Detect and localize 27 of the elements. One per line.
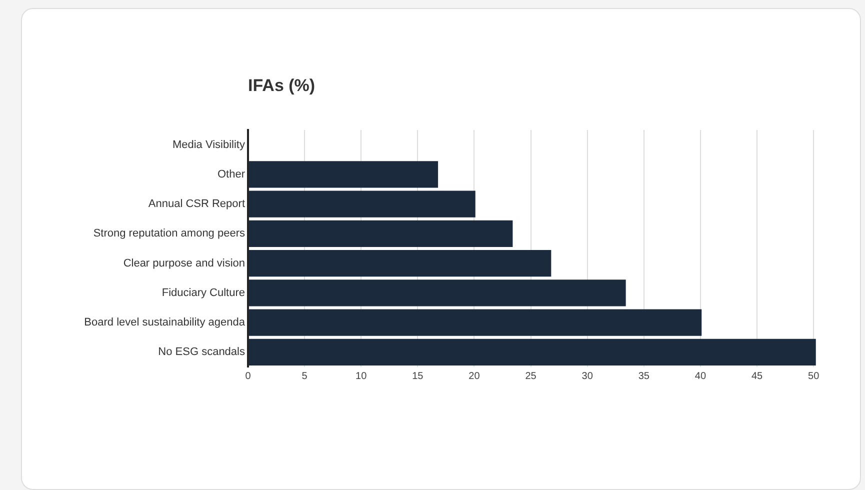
x-tick-label: 30 [582,370,594,382]
y-tick-label: Clear purpose and vision [123,257,245,270]
x-tick-label: 50 [808,370,820,382]
x-tick-label: 10 [356,370,368,382]
y-tick-label: Strong reputation among peers [93,228,246,240]
bar [248,220,513,248]
bar [248,161,438,188]
x-tick-label: 25 [525,370,537,382]
x-tick-label: 15 [412,370,424,382]
x-tick-label: 45 [751,370,764,382]
bar [248,250,552,277]
bar [248,280,626,306]
chart-title: IFAs (%) [248,76,316,96]
y-tick-label: Annual CSR Report [148,198,245,210]
bar [248,190,476,218]
y-tick-label: Media Visibility [172,138,246,151]
y-tick-label: Other [217,168,246,180]
y-tick-label: Board level sustainability agenda [84,316,246,329]
bar [248,309,702,336]
x-tick-label: 20 [468,370,480,382]
bar [248,338,816,366]
y-tick-label: No ESG scandals [158,346,246,358]
x-tick-label: 5 [302,370,308,382]
x-tick-label: 35 [638,370,650,382]
x-tick-label: 0 [245,370,252,382]
x-tick-label: 40 [694,370,706,382]
y-tick-label: Fiduciary Culture [162,286,245,299]
